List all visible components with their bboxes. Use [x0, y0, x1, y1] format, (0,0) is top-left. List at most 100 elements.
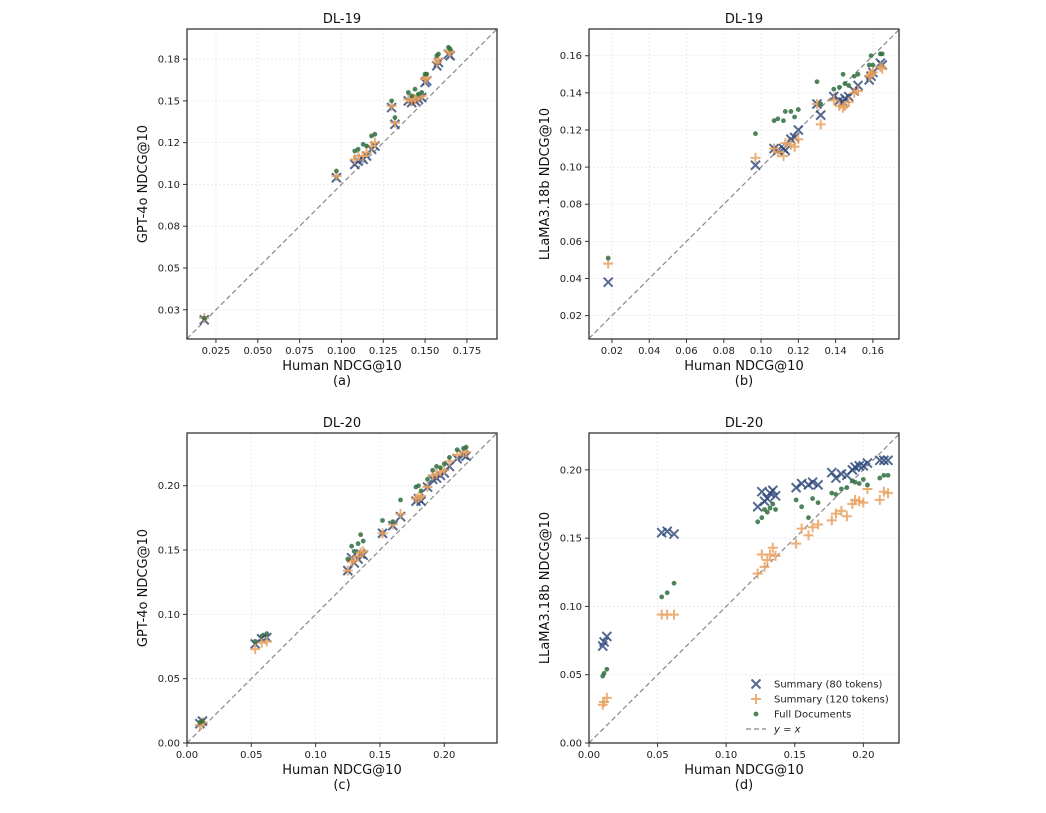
summary-80-point — [602, 276, 614, 288]
plot-frame — [186, 432, 498, 744]
series-full-documents — [201, 44, 453, 321]
full-documents-point — [601, 670, 607, 676]
identity-line — [186, 28, 498, 340]
summary-120-point — [770, 550, 781, 561]
y-tick-label: 0.05 — [158, 674, 180, 685]
summary-120-point — [796, 523, 807, 534]
legend-label: y = x — [773, 725, 801, 736]
summary-120-point — [803, 530, 814, 541]
full-documents-point — [671, 580, 677, 586]
series-full-documents — [600, 472, 891, 679]
full-documents-point — [846, 83, 852, 88]
summary-120-point — [836, 505, 847, 516]
summary-120-point — [261, 636, 272, 647]
full-documents-point — [447, 455, 452, 460]
full-documents-point — [252, 638, 258, 644]
x-tick-label: 0.050 — [243, 346, 272, 357]
full-documents-point — [844, 485, 850, 491]
summary-120-point — [778, 150, 789, 161]
full-documents-point — [831, 86, 837, 92]
summary-80-point — [770, 490, 781, 502]
summary-120-point — [752, 568, 763, 579]
full-documents-point — [412, 86, 418, 92]
plot-frame — [588, 432, 900, 744]
full-documents-point — [345, 556, 351, 562]
subplot-b: 0.02 0.04 0.06 0.08 0.10 0.12 0.14 0.16 0.02 0.04… — [538, 12, 900, 389]
full-documents-point — [815, 500, 821, 506]
y-tick-label: 0.14 — [560, 88, 582, 99]
y-tick-label: 0.20 — [560, 465, 582, 476]
summary-120-point — [789, 141, 800, 152]
y-tick-label: 0.18 — [158, 55, 180, 66]
full-documents-point — [360, 538, 366, 544]
full-documents-point — [767, 505, 773, 511]
series-summary-80 — [597, 455, 894, 652]
full-documents-point — [438, 465, 443, 471]
full-documents-point — [604, 666, 610, 672]
summary-120-point — [815, 119, 826, 130]
y-tick-label: 0.10 — [560, 602, 582, 613]
y-tick-label: 0.12 — [158, 138, 180, 149]
summary-120-point — [791, 538, 802, 549]
summary-120-point — [841, 511, 852, 522]
full-documents-point — [372, 131, 378, 137]
y-tick-label: 0.16 — [560, 51, 582, 62]
full-documents-point — [781, 118, 786, 124]
full-documents-point — [405, 90, 411, 95]
x-tick-label: 0.00 — [176, 750, 198, 761]
summary-80-point — [812, 479, 824, 491]
y-tick-label: 0.08 — [560, 200, 582, 211]
x-tick-label: 0.04 — [638, 346, 660, 357]
full-documents-point — [851, 73, 857, 79]
summary-120-point — [826, 515, 837, 526]
subplot-caption: (a) — [333, 374, 351, 389]
summary-120-point — [395, 509, 406, 520]
identity-line — [186, 432, 498, 744]
full-documents-point — [879, 51, 885, 57]
full-documents-point — [860, 477, 866, 482]
full-documents-point — [418, 488, 424, 494]
plot-frame — [186, 28, 498, 340]
x-tick-label: 0.02 — [601, 346, 623, 357]
full-documents-point — [358, 532, 364, 538]
series-full-documents — [605, 51, 885, 261]
y-tick-label: 0.12 — [560, 125, 582, 136]
full-documents-point — [351, 548, 357, 554]
full-documents-point — [364, 143, 369, 149]
subplot-title: DL-19 — [725, 12, 763, 27]
subplot-d: 0.00 0.05 0.10 0.15 0.20 0.00 0.05 0.10 0.15 0.20… — [538, 416, 900, 793]
full-documents-point — [764, 509, 770, 515]
summary-80-point — [862, 457, 873, 469]
subplot-c: 0.00 0.05 0.10 0.15 0.20 0.00 0.05 0.10 0.15 0.20… — [136, 416, 498, 793]
summary-80-point — [598, 636, 610, 648]
full-documents-point — [793, 497, 799, 503]
y-tick-label: 0.03 — [158, 305, 180, 316]
summary-80-point — [878, 455, 890, 466]
full-documents-point — [818, 101, 824, 107]
full-documents-point — [430, 467, 436, 473]
full-documents-point — [814, 79, 820, 85]
full-documents-point — [866, 62, 872, 68]
full-documents-point — [454, 447, 460, 453]
summary-120-point — [422, 482, 433, 493]
x-axis-label: Human NDCG@10 — [684, 359, 803, 374]
x-tick-label: 0.12 — [787, 346, 809, 357]
x-tick-label: 0.075 — [285, 346, 314, 357]
y-axis-label: LLaMA3.18b NDCG@10 — [538, 108, 553, 260]
summary-80-point — [661, 526, 673, 537]
summary-80-point — [882, 455, 894, 466]
summary-120-point — [874, 494, 885, 505]
summary-120-point — [759, 561, 770, 572]
x-tick-label: 0.10 — [304, 750, 326, 761]
summary-120-point — [866, 69, 877, 80]
full-documents-point — [782, 109, 788, 114]
summary-120-point — [838, 102, 849, 113]
full-documents-point — [355, 541, 361, 547]
full-documents-point — [856, 481, 862, 486]
full-documents-point — [664, 590, 670, 596]
y-tick-label: 0.04 — [560, 274, 582, 285]
full-documents-point — [885, 472, 891, 478]
x-tick-label: 0.175 — [453, 346, 482, 357]
summary-80-point — [793, 124, 804, 136]
